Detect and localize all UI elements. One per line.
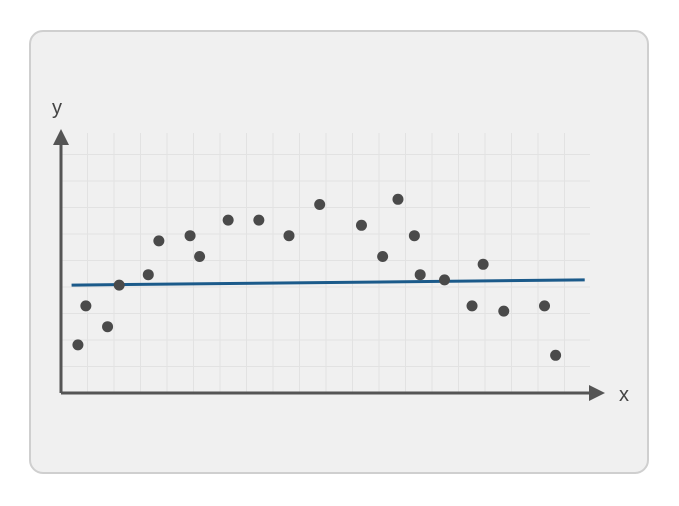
data-point — [283, 230, 295, 242]
data-point — [184, 230, 196, 242]
data-point — [194, 251, 206, 262]
y-axis-label: y — [52, 97, 62, 119]
data-point — [377, 251, 389, 262]
data-point — [414, 269, 426, 281]
data-point — [72, 339, 84, 351]
data-point — [314, 199, 326, 210]
data-point — [355, 219, 367, 231]
data-point — [439, 274, 451, 286]
data-point — [498, 305, 510, 317]
x-axis-arrow-icon — [589, 385, 605, 401]
data-point — [222, 214, 234, 226]
y-axis-arrow-icon — [53, 129, 69, 145]
data-point — [142, 269, 154, 281]
data-point — [408, 230, 420, 242]
data-point — [477, 258, 489, 270]
x-axis-label: x — [619, 384, 629, 406]
data-point — [153, 235, 165, 247]
grid — [61, 133, 590, 393]
trend-line-group — [71, 278, 585, 287]
data-point — [550, 349, 562, 361]
data-point — [392, 193, 404, 205]
data-point — [80, 300, 92, 312]
axes: x y — [52, 97, 629, 406]
data-point — [466, 300, 478, 312]
data-points — [72, 193, 562, 361]
chart-card — [29, 30, 649, 474]
trend-line — [71, 278, 585, 287]
data-point — [253, 214, 265, 226]
data-point — [102, 321, 114, 333]
data-point — [539, 300, 551, 312]
data-point — [113, 279, 125, 291]
